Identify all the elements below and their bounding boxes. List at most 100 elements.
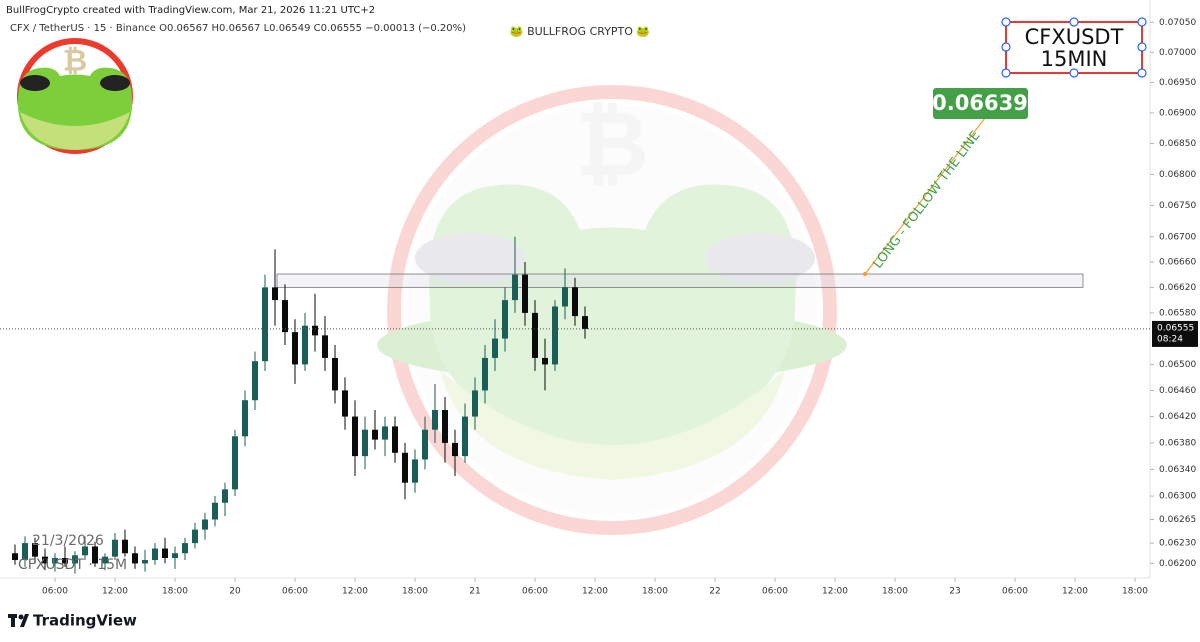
candle-body — [62, 558, 68, 564]
symbol-name: CFXUSDT — [1025, 25, 1124, 49]
candle-body — [12, 553, 18, 561]
candle-body — [262, 287, 268, 362]
candle-body — [292, 332, 298, 365]
y-tick-label: 0.06460 — [1159, 386, 1196, 396]
y-tick-label: 0.06800 — [1159, 170, 1196, 180]
x-tick-label: 06:00 — [42, 587, 68, 597]
candle-body — [392, 426, 398, 453]
candle-body — [112, 539, 118, 557]
candle-body — [422, 429, 428, 460]
candle-body — [502, 300, 508, 339]
y-tick-label: 0.06300 — [1159, 492, 1196, 502]
x-tick-label: 18:00 — [162, 587, 188, 597]
countdown: 08:24 — [1157, 334, 1183, 344]
watermark-date: 21/3/2026 — [32, 533, 104, 549]
candle-body — [342, 390, 348, 417]
candle-body — [402, 452, 408, 483]
candle-body — [362, 429, 368, 457]
x-tick-label: 12:00 — [822, 587, 848, 597]
candle-body — [172, 553, 178, 559]
candle-body — [432, 410, 438, 430]
y-tick-label: 0.06420 — [1159, 412, 1196, 422]
candle-body — [452, 442, 458, 457]
candle-body — [472, 390, 478, 417]
candle-body — [372, 429, 378, 440]
candle-body — [102, 556, 108, 564]
candle-body — [232, 436, 238, 490]
candle-body — [442, 410, 448, 443]
candle-body — [242, 400, 248, 437]
watermark-logo: ₿ — [377, 85, 847, 535]
y-tick-label: 0.06950 — [1159, 78, 1196, 88]
x-tick-label: 06:00 — [1002, 587, 1028, 597]
candle-body — [82, 546, 88, 556]
candle-body — [302, 325, 308, 365]
watermark-symbol: CFXUSDT · 15M — [18, 557, 127, 573]
candle-body — [252, 361, 258, 401]
x-tick-label: 23 — [949, 587, 960, 597]
candle-body — [312, 325, 318, 336]
x-tick-label: 12:00 — [582, 587, 608, 597]
candle-body — [52, 558, 58, 564]
y-tick-label: 0.06620 — [1159, 283, 1196, 293]
trend-line — [864, 117, 986, 275]
candle-body — [212, 502, 218, 520]
credit: BullFrogCrypto created with TradingView.… — [6, 5, 375, 16]
candle-body — [322, 335, 328, 358]
candle-body — [192, 529, 198, 544]
candle-body — [382, 426, 388, 440]
candle-body — [152, 548, 158, 561]
candle-body — [282, 300, 288, 333]
x-tick-label: 18:00 — [1122, 587, 1148, 597]
candle-body — [32, 543, 38, 557]
y-tick-label: 0.06380 — [1159, 438, 1196, 448]
candle-body — [202, 519, 208, 530]
y-tick-label: 0.06660 — [1159, 257, 1196, 267]
last-price-box — [1152, 320, 1198, 347]
symbol-interval: 15MIN — [1041, 47, 1108, 71]
chart-title: 🐸 BULLFROG CRYPTO 🐸 — [510, 25, 651, 38]
logo: ₿ — [17, 38, 133, 154]
y-tick-label: 0.07000 — [1159, 48, 1196, 58]
trend-point — [863, 272, 867, 276]
candle-body — [162, 548, 168, 559]
y-tick-label: 0.06580 — [1159, 308, 1196, 318]
candle-body — [412, 459, 418, 483]
x-tick-label: 06:00 — [282, 587, 308, 597]
x-tick-label: 06:00 — [762, 587, 788, 597]
x-tick-label: 18:00 — [402, 587, 428, 597]
candle-body — [482, 357, 488, 391]
candle-body — [512, 274, 518, 301]
candle-body — [272, 287, 278, 301]
y-tick-label: 0.07050 — [1159, 18, 1196, 28]
candle-body — [22, 543, 28, 561]
brand-logo — [8, 614, 29, 627]
y-tick-label: 0.06750 — [1159, 201, 1196, 211]
y-tick-label: 0.06200 — [1159, 559, 1196, 569]
candle-body — [42, 556, 48, 564]
candle-body — [532, 312, 538, 358]
target-label: 0.06639 — [932, 91, 1028, 115]
svg-text:₿: ₿ — [575, 92, 648, 197]
candle-body — [222, 489, 228, 503]
candle-body — [352, 416, 358, 457]
x-tick-label: 21 — [469, 587, 480, 597]
candle-body — [542, 357, 548, 365]
x-tick-label: 06:00 — [522, 587, 548, 597]
x-tick-label: 12:00 — [342, 587, 368, 597]
y-tick-label: 0.06500 — [1159, 360, 1196, 370]
candle-body — [92, 546, 98, 564]
last-price-label: 0.06555 — [1157, 323, 1194, 333]
candle-body — [122, 539, 128, 554]
y-tick-label: 0.06230 — [1159, 539, 1196, 549]
x-tick-label: 12:00 — [1062, 587, 1088, 597]
candle-body — [132, 553, 138, 564]
plot — [0, 21, 1154, 582]
candle-body — [562, 287, 568, 307]
candle-body — [582, 316, 588, 329]
y-tick-label: 0.06265 — [1159, 515, 1196, 525]
candle-body — [142, 560, 148, 564]
y-tick-label: 0.06700 — [1159, 232, 1196, 242]
x-tick-label: 18:00 — [882, 587, 908, 597]
